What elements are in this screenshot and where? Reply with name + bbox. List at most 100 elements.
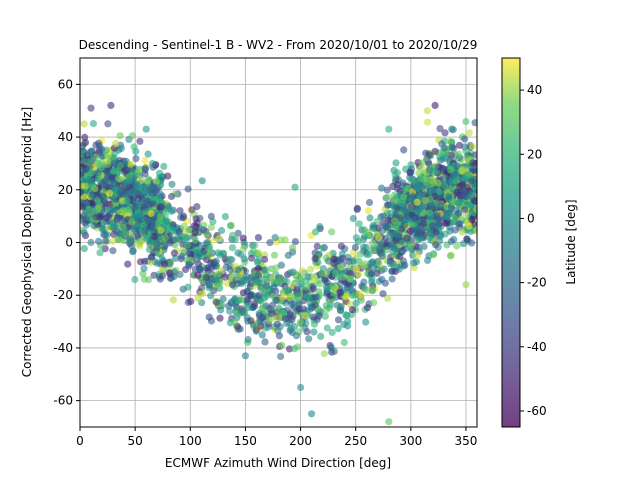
data-point: [167, 192, 176, 201]
data-point: [396, 187, 404, 195]
data-point: [383, 201, 391, 209]
data-point: [121, 230, 129, 238]
data-point: [179, 212, 188, 220]
data-point: [213, 281, 221, 289]
data-point: [174, 234, 182, 242]
data-point: [452, 212, 460, 221]
data-point: [216, 314, 224, 322]
data-point: [95, 237, 103, 245]
data-point: [107, 173, 115, 181]
data-point: [315, 288, 323, 296]
data-point: [247, 291, 255, 299]
data-point: [389, 247, 397, 256]
data-point: [254, 264, 262, 273]
data-point: [95, 139, 103, 147]
data-point: [415, 169, 423, 177]
data-point: [98, 179, 107, 187]
data-point: [407, 241, 415, 249]
data-point: [284, 251, 292, 259]
data-point: [414, 230, 422, 238]
data-point: [244, 304, 252, 312]
data-point: [289, 244, 297, 252]
data-point: [210, 286, 218, 294]
data-point: [317, 269, 326, 278]
data-point: [249, 247, 257, 255]
data-point: [462, 117, 470, 126]
data-point: [410, 215, 418, 223]
data-point: [323, 286, 331, 294]
data-point: [141, 226, 149, 234]
data-point: [149, 223, 157, 231]
data-point: [86, 148, 94, 156]
data-point: [441, 129, 449, 137]
data-point: [118, 191, 126, 199]
data-point: [448, 144, 456, 152]
data-point: [128, 132, 137, 140]
data-point: [353, 265, 361, 273]
data-point: [125, 177, 133, 185]
data-point: [360, 243, 368, 251]
data-point: [297, 383, 305, 392]
data-point: [291, 238, 299, 246]
colorbar-tick-label: -20: [527, 276, 547, 290]
data-point: [467, 177, 475, 185]
data-point: [180, 222, 188, 230]
data-point: [434, 179, 442, 187]
data-point: [221, 273, 229, 281]
data-point: [426, 229, 434, 237]
data-point: [370, 299, 378, 307]
x-tick-label: 250: [344, 434, 367, 448]
data-point: [349, 214, 357, 223]
data-points: [80, 101, 477, 426]
data-point: [361, 285, 369, 293]
data-point: [461, 206, 469, 214]
data-point: [107, 101, 115, 109]
data-point: [271, 234, 279, 242]
data-point: [360, 278, 368, 286]
data-point: [385, 125, 393, 133]
data-point: [322, 302, 330, 310]
data-point: [386, 232, 394, 240]
data-point: [254, 257, 262, 265]
data-point: [212, 298, 220, 306]
data-point: [136, 137, 144, 145]
data-point: [168, 180, 176, 188]
data-point: [170, 268, 178, 276]
data-point: [388, 275, 396, 283]
data-point: [334, 325, 342, 333]
data-point: [119, 223, 127, 231]
data-point: [424, 203, 432, 211]
data-point: [375, 259, 383, 267]
data-point: [140, 264, 148, 272]
data-point: [258, 314, 266, 322]
data-point: [446, 252, 455, 260]
data-point: [425, 151, 433, 159]
data-point: [148, 160, 157, 168]
data-point: [447, 237, 456, 245]
data-point: [401, 221, 409, 229]
data-point: [432, 228, 440, 236]
data-point: [252, 326, 260, 334]
data-point: [379, 290, 387, 298]
data-point: [217, 306, 225, 314]
data-point: [195, 264, 204, 272]
data-point: [468, 215, 476, 224]
data-point: [134, 216, 143, 224]
data-point: [144, 150, 152, 158]
data-point: [92, 207, 100, 215]
data-point: [368, 278, 376, 286]
data-point: [384, 294, 392, 303]
data-point: [296, 318, 304, 326]
data-point: [136, 258, 145, 266]
data-point: [254, 234, 262, 242]
data-point: [451, 226, 459, 234]
data-point: [191, 236, 199, 244]
data-point: [423, 107, 431, 115]
data-point: [436, 125, 444, 133]
data-point: [458, 165, 466, 173]
data-point: [426, 195, 434, 203]
colorbar-tick-label: 20: [527, 147, 542, 161]
data-point: [376, 246, 384, 254]
data-point: [127, 160, 135, 168]
chart-title: Descending - Sentinel-1 B - WV2 - From 2…: [79, 38, 478, 52]
